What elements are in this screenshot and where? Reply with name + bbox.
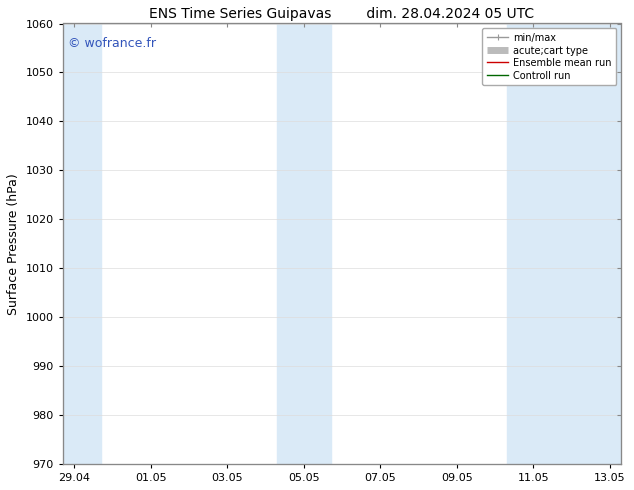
Bar	[63, 24, 101, 464]
Y-axis label: Surface Pressure (hPa): Surface Pressure (hPa)	[7, 173, 20, 315]
Bar	[277, 24, 330, 464]
Text: © wofrance.fr: © wofrance.fr	[68, 37, 156, 49]
Legend: min/max, acute;cart type, Ensemble mean run, Controll run: min/max, acute;cart type, Ensemble mean …	[482, 28, 616, 85]
Title: ENS Time Series Guipavas        dim. 28.04.2024 05 UTC: ENS Time Series Guipavas dim. 28.04.2024…	[150, 7, 534, 21]
Bar	[507, 24, 621, 464]
